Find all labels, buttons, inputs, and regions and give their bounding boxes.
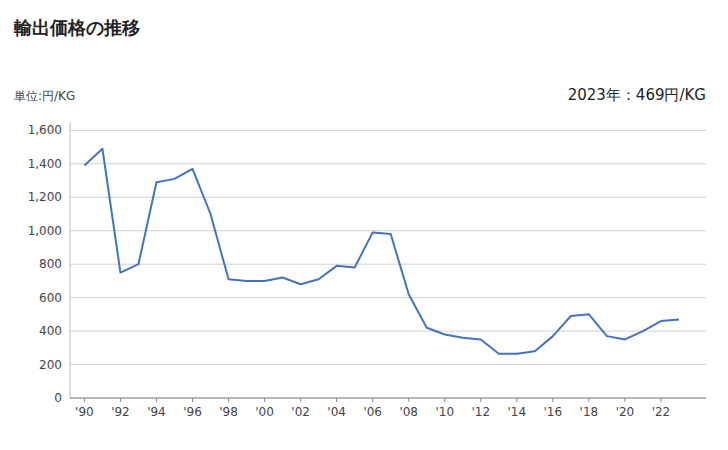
chart: 輸出価格の推移単位:円/KG 2023年：469円/KG 0 200 400 600 800… [0,0,728,450]
x-tick-label: '02 [291,405,310,419]
x-tick-label: '08 [399,405,418,419]
y-tick-label: 400 [39,324,62,338]
title: 輸出価格の推移 [13,17,140,38]
x-tick-label: '94 [147,405,166,419]
grid-line [70,130,706,131]
x-tick-label: '06 [363,405,382,419]
x-tick [552,398,553,402]
x-tick-label: '96 [183,405,202,419]
grid-line [70,398,706,399]
x-tick [444,398,445,402]
x-tick [336,398,337,402]
y-axis: 0 200 400 600 800 1,000 1,200 1,400 1,600 [28,122,706,405]
x-tick-label: '04 [327,405,346,419]
x-tick-label: '00 [255,405,274,419]
y-tick-label: 800 [39,257,62,271]
x-tick-label: '18 [580,405,599,419]
x-tick-label: '20 [616,405,635,419]
y-tick-label: 1,400 [28,157,62,171]
x-tick [408,398,409,402]
x-tick [264,398,265,402]
x-tick [156,398,157,402]
y-tick-label: 1,000 [28,224,62,238]
grid-line [70,163,706,164]
y-tick-label: 1,200 [28,190,62,204]
grid-line [70,297,706,298]
x-tick [192,398,193,402]
grid-line [70,230,706,231]
annotation: 2023年：469円/KG [568,86,706,104]
line [84,149,679,354]
x-tick-label: '90 [75,405,94,419]
x-tick-label: '92 [111,405,130,419]
x-tick-label: '10 [435,405,454,419]
y-tick-label: 0 [54,391,62,405]
x-tick [84,398,85,402]
y-axis-label: 単位:円/KG [14,89,75,103]
y-tick-label: 200 [39,358,62,372]
x-tick [372,398,373,402]
x-tick-label: '14 [508,405,527,419]
x-tick [120,398,121,402]
grid-line [70,331,706,332]
background [0,0,728,450]
x-tick-label: '16 [544,405,563,419]
x-tick-label: '12 [471,405,490,419]
x-tick [480,398,481,402]
x-tick [228,398,229,402]
x-axis: '90 '92 '94 '96 '98 '00 '02 '04 '06 '08 '10 '12 '14 '… [70,398,706,419]
x-tick [516,398,517,402]
x-tick [300,398,301,402]
x-tick-label: '22 [652,405,671,419]
plot-area [84,149,679,354]
x-tick-label: '98 [219,405,238,419]
x-tick [660,398,661,402]
grid-line [70,264,706,265]
grid-line [70,197,706,198]
x-tick [588,398,589,402]
x-tick [624,398,625,402]
y-axis-line [70,122,71,398]
y-tick-label: 1,600 [28,123,62,137]
x-axis-line [70,398,706,399]
y-tick-label: 600 [39,291,62,305]
grid-line [70,364,706,365]
